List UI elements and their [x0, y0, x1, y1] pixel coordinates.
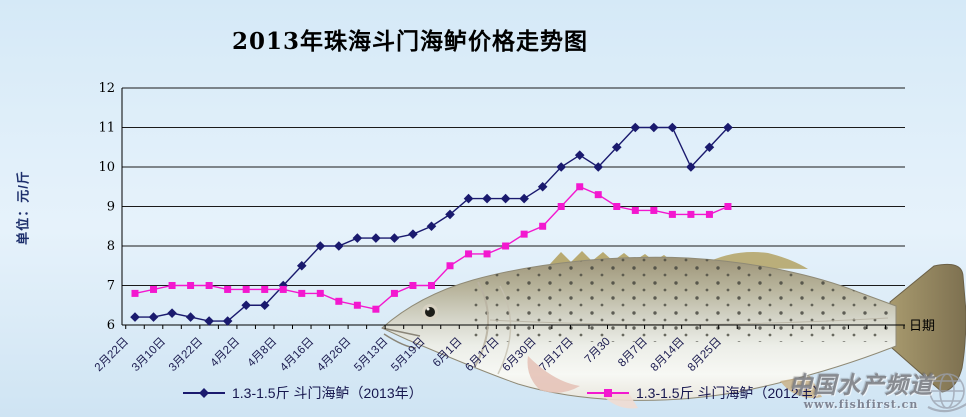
chart-title: 2013年珠海斗门海鲈价格走势图: [231, 28, 588, 55]
y-tick-label-6: 6: [107, 318, 115, 333]
data-point-diamond: [130, 312, 140, 322]
data-point-square: [390, 289, 398, 297]
x-tick-label: 4月8日: [246, 336, 280, 370]
pectoral-fin: [527, 356, 580, 393]
data-point-square: [335, 297, 343, 305]
x-tick-label: 3月10日: [130, 336, 168, 374]
data-point-diamond: [667, 122, 678, 133]
y-tick-label-8: 8: [107, 239, 115, 254]
data-point-square: [668, 210, 676, 218]
data-point-diamond: [185, 312, 196, 322]
data-point-square: [631, 206, 639, 214]
legend-item-2013: 1.3-1.5斤 斗门海鲈（2013年）: [183, 383, 423, 403]
fish-mouth: [381, 327, 421, 349]
x-tick-label: 4月26日: [315, 336, 353, 374]
data-point-square: [483, 250, 491, 258]
data-point-diamond: [574, 150, 585, 160]
data-point-square: [502, 242, 510, 250]
fish-pupil: [425, 307, 435, 317]
y-tick-label-12: 12: [98, 81, 115, 96]
sea-bass-photo-icon: [381, 251, 966, 409]
data-point-square: [205, 282, 213, 289]
y-tick-label-10: 10: [98, 160, 115, 175]
legend-line-2012: [587, 389, 629, 397]
watermark-site-name: 中国水产频道: [789, 372, 933, 399]
diamond-marker-icon: [199, 388, 209, 398]
data-point-square: [650, 206, 658, 214]
data-point-square: [242, 285, 250, 293]
data-point-square: [279, 285, 287, 293]
x-tick-label: 5月13日: [352, 336, 390, 374]
square-marker-icon: [604, 389, 612, 397]
data-point-square: [261, 285, 269, 293]
gridlines: [122, 87, 905, 286]
data-point-diamond: [426, 221, 437, 232]
y-tick-label-9: 9: [107, 200, 115, 215]
data-point-square: [576, 183, 584, 191]
watermark: 中国水产频道 www.fishfirst.cn: [789, 366, 933, 411]
data-point-diamond: [148, 312, 159, 322]
data-point-square: [409, 282, 417, 289]
x-tick-label: 4月16日: [278, 336, 316, 374]
data-point-square: [539, 222, 547, 230]
data-point-square: [168, 282, 176, 289]
data-point-square: [446, 262, 454, 270]
data-point-square: [465, 250, 473, 258]
data-point-diamond: [204, 316, 214, 326]
data-point-square: [224, 285, 232, 293]
anal-fin: [780, 376, 822, 398]
data-point-square: [372, 305, 380, 313]
data-point-diamond: [167, 308, 177, 318]
data-point-diamond: [500, 193, 511, 204]
y-tick-label-7: 7: [107, 279, 115, 294]
x-tick-label: 2月22日: [93, 336, 131, 374]
legend-label-2012: 1.3-1.5斤 斗门海鲈（2012年）: [636, 385, 827, 401]
data-point-square: [613, 203, 621, 210]
data-point-square: [687, 210, 695, 218]
data-point-diamond: [352, 233, 363, 243]
data-point-square: [187, 282, 195, 289]
data-point-diamond: [408, 229, 418, 239]
globe-icon: [927, 373, 966, 413]
data-point-square: [520, 230, 528, 238]
data-point-square: [353, 301, 361, 309]
data-point-square: [557, 203, 565, 210]
data-point-diamond: [389, 233, 400, 243]
data-point-square: [298, 289, 306, 297]
fish-spots: [470, 258, 890, 342]
data-point-square: [427, 282, 435, 289]
data-point-square: [705, 210, 713, 218]
data-point-square: [150, 285, 158, 293]
data-point-square: [724, 203, 732, 210]
data-point-diamond: [482, 193, 492, 204]
y-tick-label-11: 11: [98, 121, 115, 136]
x-axis-title: 日期: [909, 318, 935, 333]
data-point-diamond: [371, 233, 381, 243]
legend-line-2013: [183, 388, 225, 398]
data-point-square: [316, 289, 324, 297]
gill-cover-2: [497, 285, 512, 375]
x-tick-label: 4月2日: [209, 336, 243, 370]
axes: [121, 88, 905, 329]
x-tick-label: 3月22日: [167, 336, 205, 374]
data-point-diamond: [649, 122, 659, 133]
data-point-square: [594, 191, 602, 199]
data-point-square: [131, 289, 139, 297]
gill-cover: [473, 281, 489, 369]
tail-fin: [889, 263, 966, 393]
legend-label-2013: 1.3-1.5斤 斗门海鲈（2013年）: [232, 385, 423, 401]
eye-highlight: [426, 307, 430, 311]
data-point-diamond: [519, 193, 529, 204]
legend-item-2012: 1.3-1.5斤 斗门海鲈（2012年）: [587, 383, 827, 403]
data-point-diamond: [334, 241, 344, 251]
watermark-url: www.fishfirst.cn: [803, 398, 919, 411]
